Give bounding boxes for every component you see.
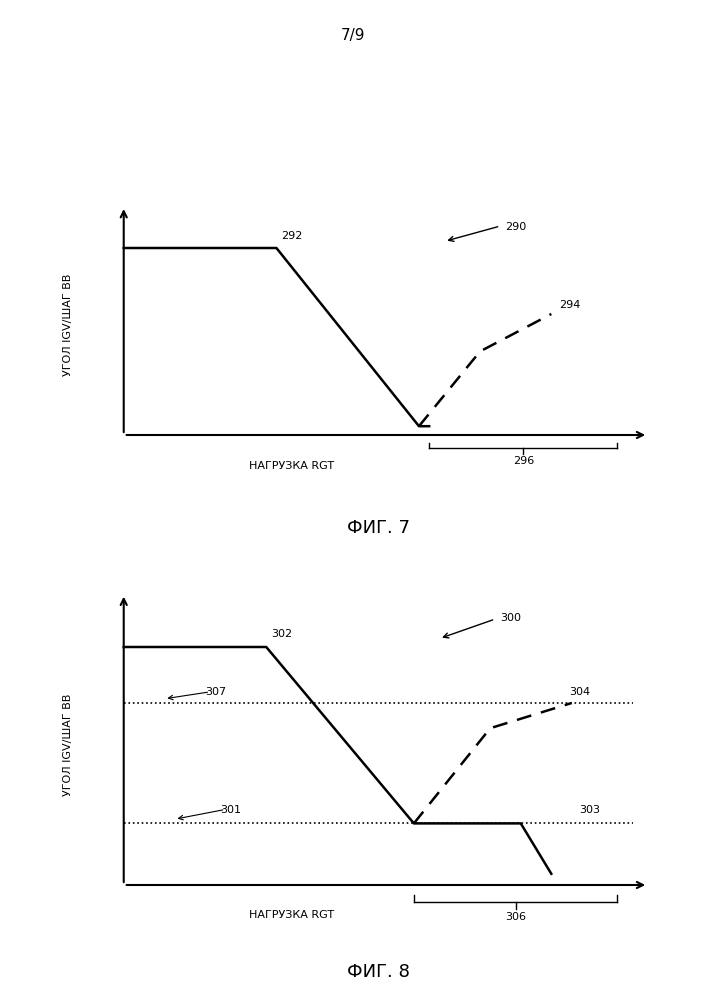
Text: ФИГ. 7: ФИГ. 7 [346, 519, 410, 537]
Text: 307: 307 [205, 687, 226, 697]
Text: 292: 292 [281, 231, 303, 241]
Text: ФИГ. 8: ФИГ. 8 [347, 963, 409, 981]
Text: НАГРУЗКА RGT: НАГРУЗКА RGT [249, 461, 334, 471]
Text: 7/9: 7/9 [341, 28, 366, 43]
Text: 296: 296 [513, 456, 534, 466]
Text: 306: 306 [506, 912, 526, 922]
Text: 303: 303 [579, 805, 600, 815]
Text: 301: 301 [221, 805, 242, 815]
Text: 294: 294 [559, 300, 580, 310]
Text: УГОЛ IGV/ШАГ ВВ: УГОЛ IGV/ШАГ ВВ [63, 274, 73, 376]
Text: УГОЛ IGV/ШАГ ВВ: УГОЛ IGV/ШАГ ВВ [63, 694, 73, 796]
Text: 300: 300 [501, 613, 522, 623]
Text: 302: 302 [271, 629, 293, 639]
Text: 290: 290 [506, 222, 527, 232]
Text: НАГРУЗКА RGT: НАГРУЗКА RGT [249, 910, 334, 920]
Text: 304: 304 [569, 687, 590, 697]
